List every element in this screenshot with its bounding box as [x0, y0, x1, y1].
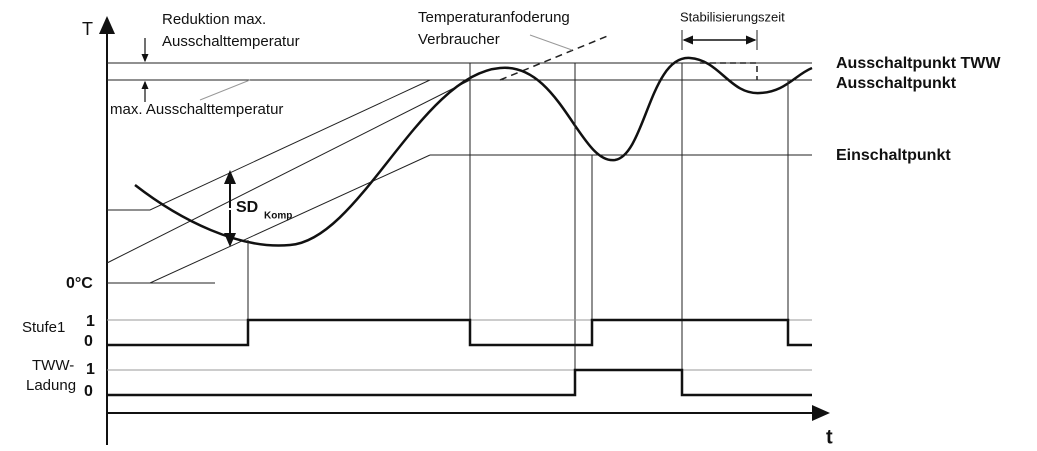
annotation: Reduktion max.	[162, 11, 266, 28]
temperature-curve	[134, 56, 813, 247]
y-label: T	[82, 19, 93, 39]
signal-tww	[107, 368, 812, 397]
signal-label: TWW-	[32, 357, 74, 374]
leader-line	[199, 79, 251, 101]
x-label: t	[826, 426, 833, 448]
signal-high: 1	[86, 313, 95, 330]
zero-label: 0°C	[66, 275, 93, 292]
leader-line	[529, 34, 573, 51]
level-label: Einschaltpunkt	[836, 147, 951, 164]
level-label: Ausschaltpunkt	[836, 75, 957, 92]
annotation: max. Ausschalttemperatur	[110, 101, 283, 118]
annotation: Ausschalttemperatur	[162, 33, 300, 50]
signal-label: Ladung	[26, 377, 76, 394]
signal-label: Stufe1	[22, 319, 65, 336]
sd-subscript: Komp	[264, 211, 292, 222]
level-label: Ausschaltpunkt TWW	[836, 55, 1001, 72]
annotation: Verbraucher	[418, 31, 500, 48]
signal-high: 1	[86, 361, 95, 378]
sd-label: SD	[236, 199, 258, 216]
slope-line	[107, 79, 431, 211]
signal-low: 0	[84, 383, 93, 400]
signal-stufe1	[107, 318, 812, 347]
annotation: Stabilisierungszeit	[680, 9, 785, 24]
signal-low: 0	[84, 333, 93, 350]
slope-line	[106, 79, 471, 264]
annotation: Temperaturanfoderung	[418, 9, 570, 26]
dashed-demand	[499, 34, 611, 81]
